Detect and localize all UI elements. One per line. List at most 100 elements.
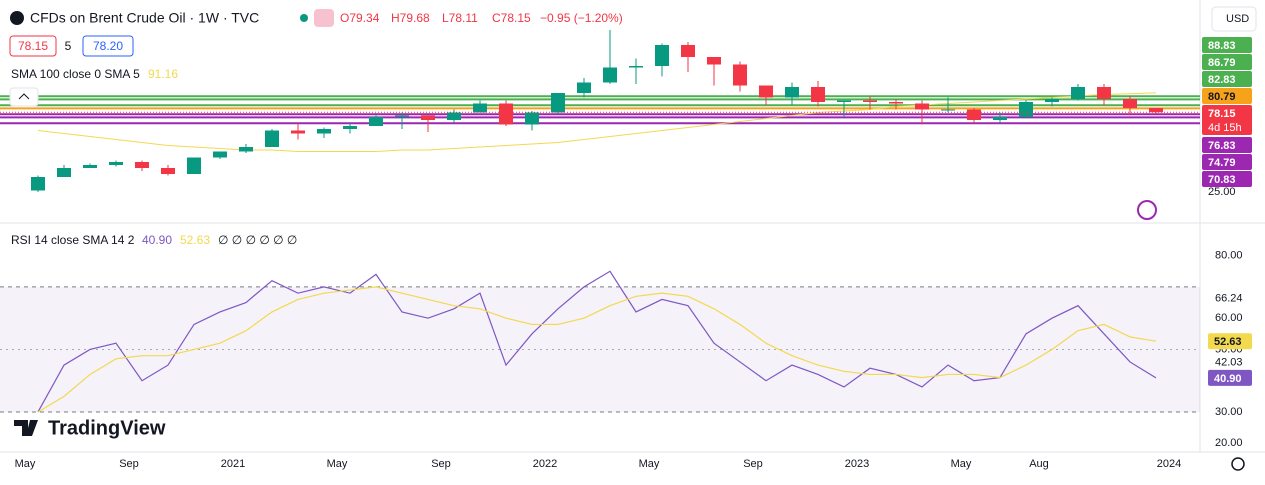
spread: 5: [65, 39, 72, 53]
x-tick-label: 2024: [1157, 458, 1181, 470]
candle-body: [707, 57, 721, 65]
rsi-tick-label: 20.00: [1215, 437, 1243, 449]
candle-body: [733, 64, 747, 86]
candle-body: [265, 130, 279, 147]
candle: [525, 111, 539, 131]
candle-body: [395, 115, 409, 117]
brand-logo: [14, 420, 38, 436]
rsi-marker-label: 66.24: [1215, 293, 1243, 305]
candle-body: [759, 85, 773, 98]
candle-body: [213, 151, 227, 158]
symbol-icon: [10, 11, 24, 25]
ohlc-change: −0.95 (−1.20%): [540, 11, 623, 25]
currency-button[interactable]: [1211, 6, 1257, 32]
candle-body: [31, 177, 45, 191]
candle-body: [109, 162, 123, 165]
chevron: [18, 93, 30, 100]
collapse-button[interactable]: [9, 87, 39, 107]
candle-body: [681, 45, 695, 57]
price-badge-label: 76.83: [1208, 140, 1236, 152]
candle-body: [1019, 102, 1033, 117]
candle-body: [967, 109, 981, 120]
rsi-tick-label: 30.00: [1215, 406, 1243, 418]
candle: [863, 96, 877, 110]
sell-box[interactable]: [9, 35, 57, 57]
candle: [967, 108, 981, 123]
candle: [681, 42, 695, 72]
last-badge: [1202, 105, 1252, 135]
candle: [473, 100, 487, 113]
candle: [343, 123, 357, 134]
candle: [187, 157, 201, 174]
x-tick-label: Sep: [119, 458, 139, 470]
candle-body: [187, 157, 201, 174]
ohlc-close: C78.15: [492, 11, 531, 25]
x-tick-label: Sep: [743, 458, 763, 470]
candle: [161, 165, 175, 176]
candle: [395, 112, 409, 129]
price-badge: [1202, 54, 1252, 70]
candle: [317, 127, 331, 138]
candle: [993, 112, 1007, 123]
candle: [57, 165, 71, 177]
price-badge: [1202, 37, 1252, 53]
candle-body: [473, 103, 487, 113]
candle: [135, 160, 149, 171]
candle: [421, 115, 435, 132]
rsi-marker-label: 42.03: [1215, 356, 1243, 368]
rsi-badge-label: 40.90: [1214, 373, 1242, 385]
candle-body: [655, 45, 669, 66]
currency: USD: [1226, 13, 1249, 25]
sma-legend[interactable]: SMA 100 close 0 SMA 5: [11, 67, 140, 81]
candle-body: [499, 103, 513, 125]
rsi-value: 40.90: [142, 233, 172, 247]
candle: [629, 58, 643, 84]
last-price-label: 78.15: [1208, 108, 1236, 120]
candle: [1019, 100, 1033, 119]
x-tick-label: Sep: [431, 458, 451, 470]
candle-body: [785, 87, 799, 98]
ohlc-open: O79.34: [340, 11, 380, 25]
candle: [603, 30, 617, 84]
x-tick-label: 2023: [845, 458, 869, 470]
price-badge-label: 74.79: [1208, 157, 1236, 169]
rsi-line: [37, 286, 1157, 413]
rsi-tick-label: 80.00: [1215, 250, 1243, 262]
x-tick-label: 2021: [221, 458, 245, 470]
rsi-badge: [1208, 369, 1252, 386]
rsi-legend[interactable]: RSI 14 close SMA 14 2: [11, 233, 135, 247]
price-badge: [1202, 171, 1252, 187]
settings-icon[interactable]: [1231, 457, 1245, 471]
candle-body: [993, 117, 1007, 120]
candle-body: [317, 129, 331, 134]
candle-body: [343, 126, 357, 129]
candle-body: [629, 66, 643, 68]
y-tick-label: 25.00: [1208, 186, 1236, 198]
candle-body: [1071, 87, 1085, 99]
alert-icon[interactable]: [1137, 200, 1157, 220]
candle: [265, 129, 279, 147]
x-tick-label: May: [327, 458, 348, 470]
price-badge-label: 82.83: [1208, 74, 1236, 86]
candle: [213, 151, 227, 159]
candle-body: [1149, 108, 1163, 113]
candle-body: [889, 102, 903, 104]
price-badge: [1202, 137, 1252, 153]
sma-value: 91.16: [148, 67, 178, 81]
sma-line: [37, 92, 1157, 152]
ask-price: 78.20: [93, 39, 123, 53]
buy-box[interactable]: [82, 35, 134, 57]
candle: [1097, 84, 1111, 105]
rsi-badge-label: 52.63: [1214, 336, 1242, 348]
price-badge-label: 86.79: [1208, 57, 1236, 69]
candle-body: [577, 82, 591, 93]
candle-body: [525, 112, 539, 125]
candle-body: [161, 168, 175, 174]
symbol-title[interactable]: CFDs on Brent Crude Oil · 1W · TVC: [30, 10, 259, 26]
candle-body: [863, 100, 877, 102]
rsi-extra: ∅ ∅ ∅ ∅ ∅ ∅: [218, 233, 297, 247]
candle: [1149, 108, 1163, 114]
pattern-icon[interactable]: [314, 9, 334, 27]
candle: [941, 97, 955, 113]
countdown: 4d 15h: [1208, 122, 1242, 134]
